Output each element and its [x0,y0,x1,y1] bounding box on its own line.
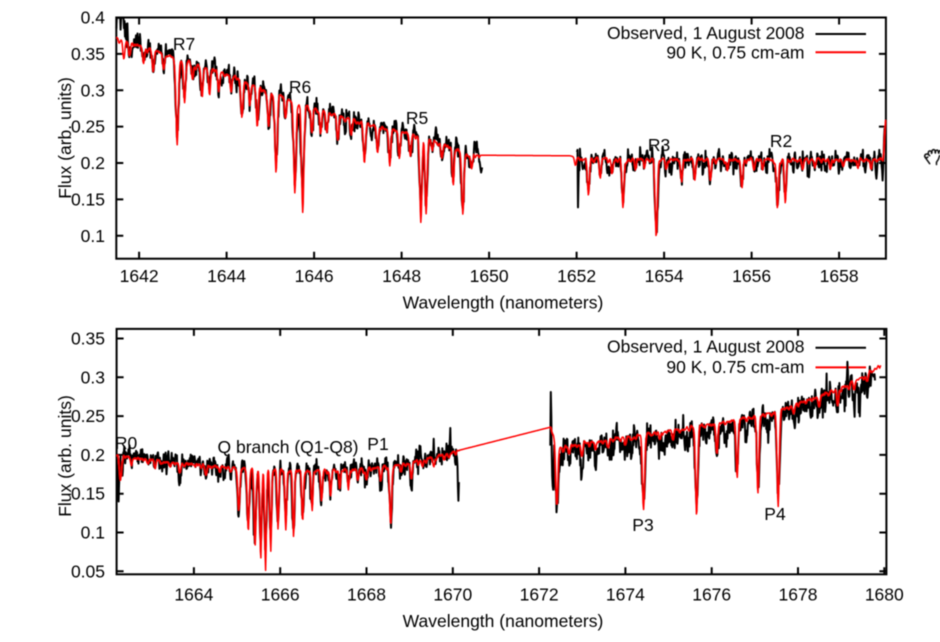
svg-text:1646: 1646 [295,266,334,286]
svg-text:1670: 1670 [433,585,472,605]
svg-text:1672: 1672 [520,585,559,605]
svg-text:1664: 1664 [174,585,213,605]
svg-text:0.2: 0.2 [81,153,105,173]
svg-text:0.25: 0.25 [71,406,105,426]
svg-text:1642: 1642 [120,266,159,286]
svg-text:1676: 1676 [692,585,731,605]
svg-text:0.3: 0.3 [81,80,105,100]
svg-text:1658: 1658 [820,266,859,286]
svg-text:R2: R2 [770,131,792,151]
svg-text:R7: R7 [173,34,195,54]
svg-text:1652: 1652 [557,266,596,286]
svg-text:0.15: 0.15 [71,484,105,504]
svg-text:0.05: 0.05 [71,561,105,581]
svg-text:Flux (arb. units): Flux (arb. units) [55,77,75,199]
svg-text:Observed, 1 August 2008: Observed, 1 August 2008 [607,23,805,43]
svg-text:0.2: 0.2 [81,445,105,465]
svg-text:90 K, 0.75 cm-am: 90 K, 0.75 cm-am [666,357,804,377]
svg-text:0.4: 0.4 [81,8,106,28]
svg-text:1666: 1666 [261,585,300,605]
svg-text:Observed, 1 August 2008: Observed, 1 August 2008 [607,337,805,357]
svg-text:P1: P1 [367,434,388,454]
svg-text:0.35: 0.35 [71,44,105,64]
svg-text:R5: R5 [406,108,428,128]
svg-text:1656: 1656 [732,266,771,286]
svg-text:1668: 1668 [347,585,386,605]
svg-text:1680: 1680 [865,585,904,605]
svg-text:0.1: 0.1 [81,226,105,246]
svg-text:1654: 1654 [645,266,684,286]
svg-text:P4: P4 [764,504,786,524]
svg-text:R3: R3 [648,135,670,155]
svg-text:R0: R0 [115,433,138,453]
svg-text:1674: 1674 [606,585,645,605]
svg-text:1650: 1650 [470,266,509,286]
svg-text:90 K, 0.75 cm-am: 90 K, 0.75 cm-am [666,42,804,62]
svg-text:0.25: 0.25 [71,117,105,137]
svg-text:P3: P3 [632,515,653,535]
svg-text:1648: 1648 [382,266,421,286]
svg-text:1644: 1644 [207,266,246,286]
svg-text:R6: R6 [289,77,311,97]
svg-text:0.1: 0.1 [81,523,105,543]
svg-text:1678: 1678 [779,585,818,605]
svg-text:Q branch (Q1-Q8): Q branch (Q1-Q8) [217,437,358,457]
svg-text:Wavelength (nanometers): Wavelength (nanometers) [403,293,604,313]
svg-text:0.3: 0.3 [81,367,105,387]
svg-text:Wavelength (nanometers): Wavelength (nanometers) [403,611,604,631]
svg-text:0.15: 0.15 [71,189,105,209]
svg-text:0.35: 0.35 [71,329,105,349]
svg-text:Flux (arb. units): Flux (arb. units) [55,395,75,517]
